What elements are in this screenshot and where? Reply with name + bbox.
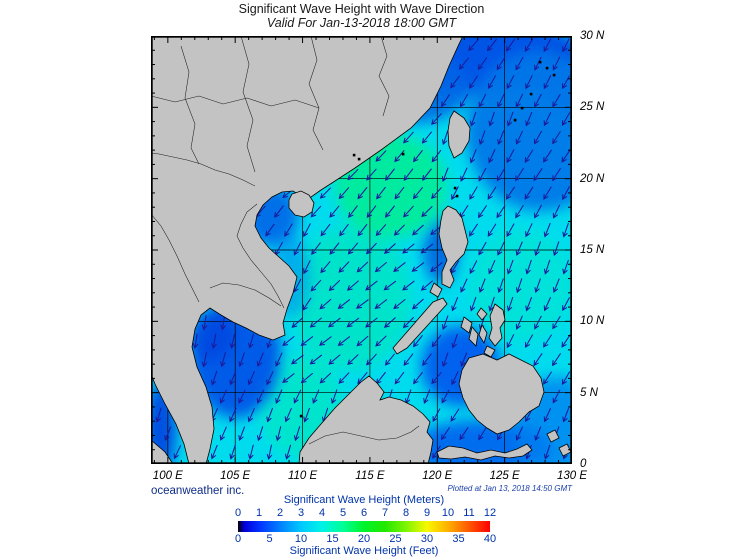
lon-label: 115 E [355,470,385,482]
colorbar-feet-tick: 20 [357,533,371,545]
colorbar-feet-tick: 0 [234,533,242,545]
lon-label: 110 E [287,470,318,482]
colorbar-feet-tick: 10 [294,533,308,545]
colorbar-title-meters: Significant Wave Height (Meters) [283,494,445,506]
lon-label: 130 E [556,470,588,482]
colorbar-meters-tick: 4 [318,507,326,519]
country-borders [151,36,420,445]
lat-label: 15 N [580,244,605,256]
colorbar-meters-tick: 11 [463,507,475,519]
lon-label: 125 E [489,470,520,482]
colorbar-feet-tick: 15 [326,533,339,545]
wave-map-svg [150,35,573,465]
colorbar-meters-tick: 6 [360,507,368,519]
colorbar-meters-tick: 1 [255,507,263,519]
lat-label: 25 N [580,101,605,114]
landmasses [151,36,572,464]
colorbar-meters-tick: 9 [423,507,431,519]
colorbar-meters-tick: 7 [381,507,389,519]
lon-label: 105 E [220,470,251,482]
lat-label: 5 N [580,386,598,399]
degree-ticks [151,36,572,464]
colorbar-meters-tick: 3 [297,507,305,519]
plotted-timestamp: Plotted at Jan 13, 2018 14:50 GMT [447,484,572,493]
colorbar-meters-tick: 2 [276,507,284,519]
lat-label: 20 N [580,172,605,185]
colorbar-feet-tick: 30 [420,533,434,545]
colorbar-title-feet: Significant Wave Height (Feet) [289,545,439,557]
credit-text: oceanweather inc. [151,485,245,497]
colorbar-gradient [238,521,490,532]
page-title: Significant Wave Height with Wave Direct… [238,2,485,16]
colorbar-meters-tick: 5 [339,507,347,519]
map-header: Significant Wave Height with Wave Direct… [151,2,572,30]
colorbar-meters-tick: 10 [441,507,455,519]
lat-label: 10 N [580,315,605,328]
colorbar-feet-tick: 25 [389,533,402,545]
map-area [150,35,573,465]
valid-time-subtitle: Valid For Jan-13-2018 18:00 GMT [266,16,457,30]
colorbar-feet-tick: 40 [483,533,497,545]
colorbar-meters-tick: 8 [402,507,410,519]
colorbar-meters-tick: 12 [483,507,497,519]
colorbar-feet-tick: 35 [452,533,465,545]
wave-direction-arrows [155,38,571,460]
lon-label: 120 E [422,470,453,482]
colorbar-meters-tick: 0 [234,507,242,519]
lat-label: 0 [580,458,587,470]
small-islands [299,60,556,418]
lat-label: 30 N [580,30,605,42]
colorbar-feet-tick: 5 [266,533,273,545]
lon-label: 100 E [152,470,183,482]
